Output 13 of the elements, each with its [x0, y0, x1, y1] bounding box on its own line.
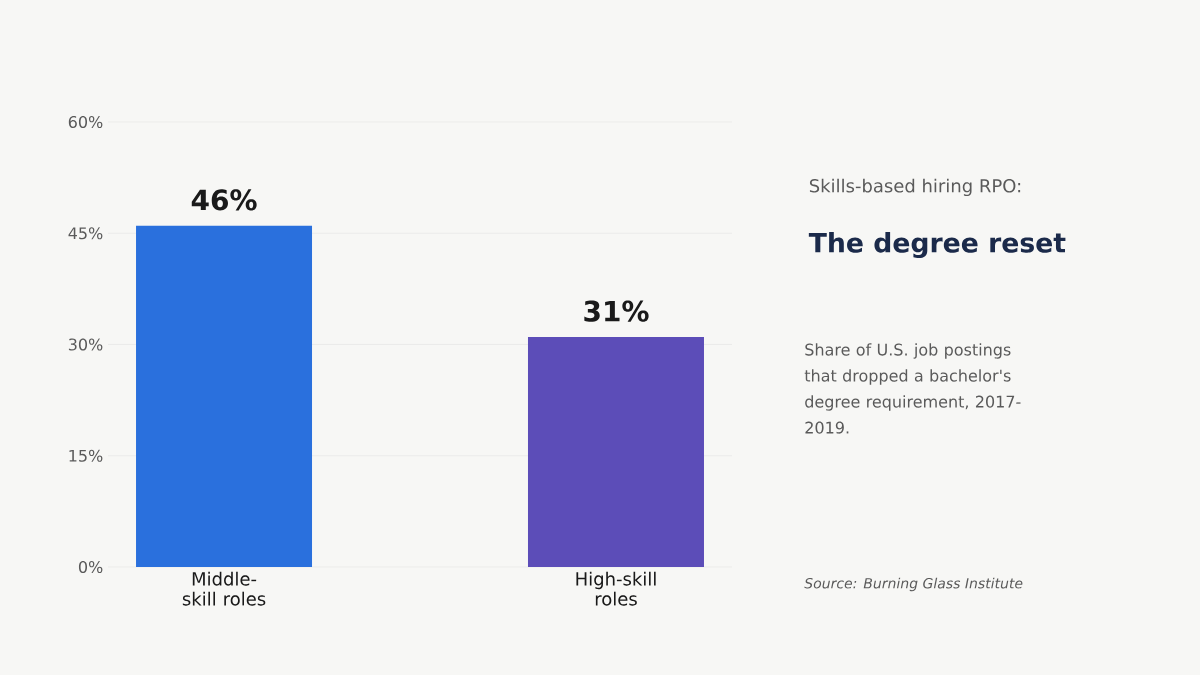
x-tick-label: Middle-skill roles: [182, 571, 266, 606]
text: Skills-based hiring RPO:: [809, 178, 1021, 197]
x-tick-label: High-skill roles: [576, 571, 656, 606]
y-tick-label: 30%: [68, 338, 103, 351]
y-tick-label: 45%: [68, 227, 103, 240]
text: Share of U.S. job postings that dropped a bachelor's degree requirement, 2017-2019.: [804, 343, 1021, 434]
text: The degree reset: [808, 232, 1066, 259]
data-label: 31%: [584, 300, 649, 322]
y-tick-label: 0%: [78, 560, 103, 574]
data-label: 46%: [191, 189, 257, 211]
source-note: Source: Burning Glass Institute: [804, 577, 1023, 592]
y-tick-label: 60%: [68, 115, 103, 129]
y-tick-label: 15%: [69, 449, 103, 462]
